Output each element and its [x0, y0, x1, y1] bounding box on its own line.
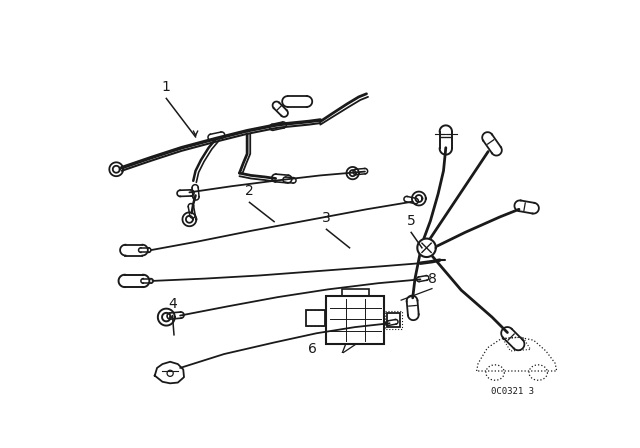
Text: 3: 3 — [322, 211, 331, 225]
Polygon shape — [155, 362, 184, 383]
Text: 1: 1 — [162, 80, 171, 94]
Text: 5: 5 — [407, 214, 415, 228]
Text: 2: 2 — [245, 184, 254, 198]
Text: 0C0321 3: 0C0321 3 — [492, 387, 534, 396]
Polygon shape — [417, 239, 436, 257]
Text: 7: 7 — [339, 342, 348, 356]
Bar — [387, 313, 399, 327]
Text: 8: 8 — [428, 272, 436, 286]
Bar — [307, 310, 325, 326]
Text: 4: 4 — [168, 297, 177, 311]
Text: 6: 6 — [308, 342, 317, 356]
Bar — [385, 311, 402, 329]
Bar — [342, 289, 369, 296]
